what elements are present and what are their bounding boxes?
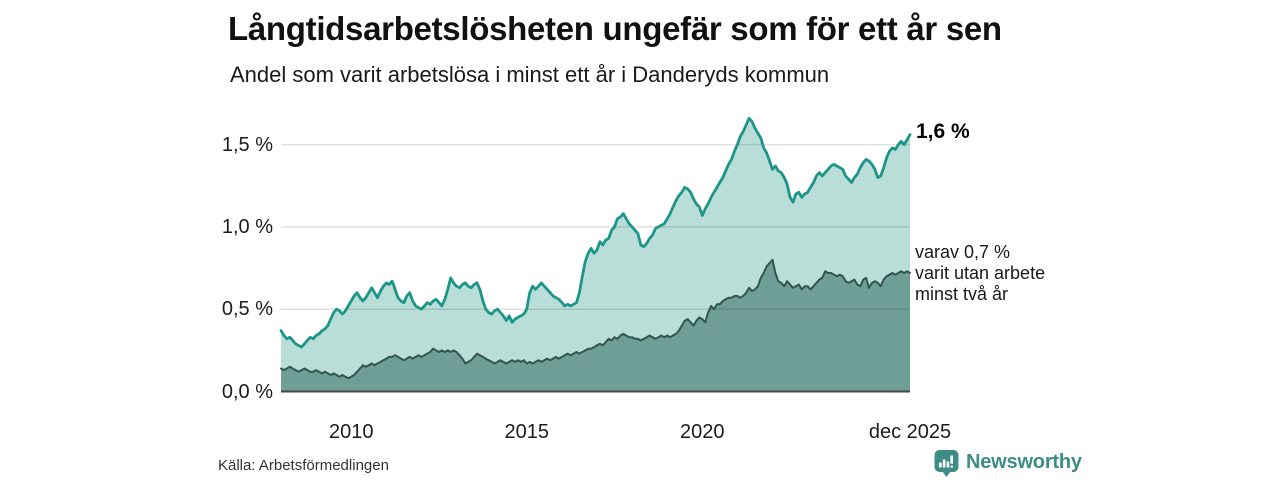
annotation-secondary-line1: varav 0,7 % bbox=[915, 242, 1011, 262]
annotation-secondary: varav 0,7 % varit utan arbete minst två … bbox=[915, 242, 1045, 305]
x-tick-label: 2010 bbox=[328, 421, 374, 443]
annotation-secondary-line3: minst två år bbox=[915, 284, 1009, 304]
source-note: Källa: Arbetsförmedlingen bbox=[218, 457, 389, 474]
y-tick-label: 0,5 % bbox=[221, 298, 273, 321]
y-tick-label: 1,5 % bbox=[221, 133, 273, 156]
newsworthy-logo-icon bbox=[934, 450, 959, 477]
brand-logo: Newsworthy bbox=[934, 449, 1082, 479]
annotation-total-end: 1,6 % bbox=[916, 120, 970, 143]
x-tick-label: 2020 bbox=[680, 421, 725, 443]
x-tick-label: dec 2025 bbox=[868, 421, 952, 443]
chart-title: Långtidsarbetslösheten ungefär som för e… bbox=[228, 10, 1002, 47]
x-tick-label: 2015 bbox=[504, 421, 549, 443]
brand-name: Newsworthy bbox=[966, 451, 1082, 473]
y-tick-label: 1,0 % bbox=[221, 215, 273, 238]
y-tick-label: 0,0 % bbox=[221, 380, 273, 403]
chart-subtitle: Andel som varit arbetslösa i minst ett å… bbox=[230, 62, 830, 87]
annotation-secondary-line2: varit utan arbete bbox=[915, 263, 1046, 283]
